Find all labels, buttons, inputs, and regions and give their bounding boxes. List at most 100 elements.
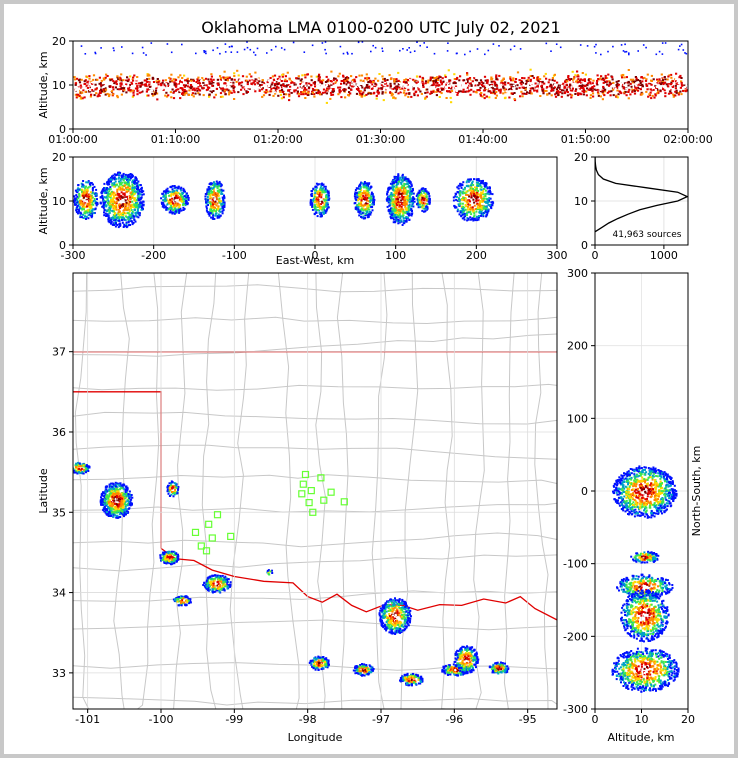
plan-storm-cell xyxy=(266,569,274,576)
plan-storm-cell xyxy=(378,597,412,635)
longitude-tick-label: -99 xyxy=(225,713,243,726)
ew-altitude-xlabel: East-West, km xyxy=(276,254,354,267)
lma-station-marker xyxy=(298,490,306,498)
longitude-tick-label: -95 xyxy=(519,713,537,726)
longitude-tick-label: -98 xyxy=(299,713,317,726)
ew-storm-cell xyxy=(73,180,99,220)
lma-station-marker xyxy=(197,542,205,550)
ns-storm-cell xyxy=(612,465,678,519)
count-tick-label: 0 xyxy=(592,249,599,262)
lma-station-marker xyxy=(227,532,235,541)
ew-altitude-ylabel: Altitude, km xyxy=(37,167,50,234)
ns-tick-label: -100 xyxy=(563,558,588,571)
lma-station-marker xyxy=(307,487,315,495)
county-boundaries xyxy=(73,273,557,709)
plan-storm-cell xyxy=(166,480,180,498)
lma-station-marker xyxy=(309,508,317,516)
ns-tick-label: -300 xyxy=(563,703,588,716)
plan-storm-cell xyxy=(159,550,180,566)
longitude-tick-label: -101 xyxy=(75,713,100,726)
plan-storm-cell xyxy=(488,661,510,675)
latitude-tick-label: 37 xyxy=(52,346,66,359)
plan-storm-cell xyxy=(352,663,375,677)
ns-altitude-xlabel: Altitude, km xyxy=(607,731,674,744)
histogram-altitude-tick-label: 10 xyxy=(574,195,588,208)
time-height-panel: 01:00:00 01:10:00 01:20:00 01:30:00 01:40:00… xyxy=(37,35,713,146)
ns-storm-cell xyxy=(620,589,670,643)
ew-tick-label: 300 xyxy=(547,249,568,262)
time-tick-label: 01:30:00 xyxy=(356,133,405,146)
ew-storm-cell xyxy=(415,187,431,213)
map-gridlines xyxy=(73,273,557,709)
longitude-tick-label: -97 xyxy=(372,713,390,726)
ew-altitude-panel: -300 -200 -100 0 100 200 300 0 10 20 Altitude, km… xyxy=(37,151,568,267)
ew-storm-cell xyxy=(452,178,495,222)
ns-storm-cell xyxy=(630,550,660,564)
ew-altitude-tick-label: 0 xyxy=(59,239,66,252)
ns-tick-label: 100 xyxy=(567,412,588,425)
ns-altitude-panel: 0 10 20 -300 -200 -100 0 100 200 300 North-South,… xyxy=(563,267,703,744)
ns-storm-cell xyxy=(611,647,680,693)
lma-station-marker xyxy=(340,498,348,506)
altitude-tick-label: 10 xyxy=(52,79,66,92)
lma-station-marker xyxy=(208,534,216,542)
lma-station-marker xyxy=(205,520,213,528)
ew-tick-label: -100 xyxy=(222,249,247,262)
lma-station-marker xyxy=(299,480,307,488)
ns-tick-label: 300 xyxy=(567,267,588,280)
ns-altitude-tick-label: 0 xyxy=(592,713,599,726)
plan-view-ylabel: Latitude xyxy=(37,468,50,514)
plan-view-panel: -101 -100 -99 -98 -97 -96 -95 33 34 35 36 37 Latitu… xyxy=(37,272,558,744)
lma-station-marker xyxy=(317,474,325,482)
lma-station-marker xyxy=(191,528,200,537)
ew-tick-label: 0 xyxy=(312,249,319,262)
lma-figure: Oklahoma LMA 0100-0200 UTC July 02, 2021… xyxy=(37,18,713,744)
time-height-sources xyxy=(73,41,688,104)
plan-view-xlabel: Longitude xyxy=(288,731,343,744)
ew-storm-cell xyxy=(309,182,331,218)
time-tick-label: 01:50:00 xyxy=(561,133,610,146)
latitude-tick-label: 35 xyxy=(52,506,66,519)
lma-station-marker xyxy=(320,496,328,504)
plan-storm-cell xyxy=(172,595,192,607)
source-count-annotation: 41,963 sources xyxy=(613,230,682,240)
ns-tick-label: -200 xyxy=(563,630,588,643)
histogram-altitude-tick-label: 20 xyxy=(574,151,588,164)
histogram-gridlines xyxy=(595,157,688,245)
time-tick-label: 01:00:00 xyxy=(48,133,97,146)
plan-storm-cell xyxy=(73,461,91,475)
ew-storm-cell xyxy=(385,173,416,226)
time-height-ylabel: Altitude, km xyxy=(37,51,50,118)
figure-canvas: Oklahoma LMA 0100-0200 UTC July 02, 2021… xyxy=(4,4,734,754)
latitude-tick-label: 33 xyxy=(52,667,66,680)
histogram-altitude-tick-label: 0 xyxy=(581,239,588,252)
ns-altitude-tick-label: 20 xyxy=(681,713,695,726)
plan-storm-cell xyxy=(453,645,480,675)
latitude-tick-label: 36 xyxy=(52,426,66,439)
plan-storm-cell xyxy=(99,481,134,519)
ew-storm-cell xyxy=(99,171,145,229)
time-tick-label: 01:20:00 xyxy=(253,133,302,146)
ew-storm-cell xyxy=(160,185,190,215)
time-tick-label: 01:10:00 xyxy=(151,133,200,146)
latitude-tick-label: 34 xyxy=(52,587,66,600)
ns-tick-label: 0 xyxy=(581,485,588,498)
altitude-profile-line xyxy=(595,157,688,233)
ew-altitude-tick-label: 10 xyxy=(52,195,66,208)
ns-altitude-ylabel: North-South, km xyxy=(690,446,703,537)
longitude-tick-label: -96 xyxy=(445,713,463,726)
ew-tick-label: 100 xyxy=(385,249,406,262)
altitude-tick-label: 20 xyxy=(52,35,66,48)
lma-station-marker xyxy=(327,488,335,496)
red-river-border xyxy=(160,547,557,621)
count-tick-label: 1000 xyxy=(650,249,678,262)
ew-tick-label: -300 xyxy=(61,249,86,262)
ew-storm-cell xyxy=(204,180,226,220)
plan-storm-cell xyxy=(308,655,330,671)
altitude-histogram-panel: 0 1000 0 10 20 41,963 sources xyxy=(574,151,689,262)
longitude-tick-label: -100 xyxy=(149,713,174,726)
lma-station-marker xyxy=(202,547,211,555)
lma-station-marker xyxy=(301,470,310,479)
plan-storm-cell xyxy=(399,672,424,687)
ew-storm-cell xyxy=(353,181,376,220)
